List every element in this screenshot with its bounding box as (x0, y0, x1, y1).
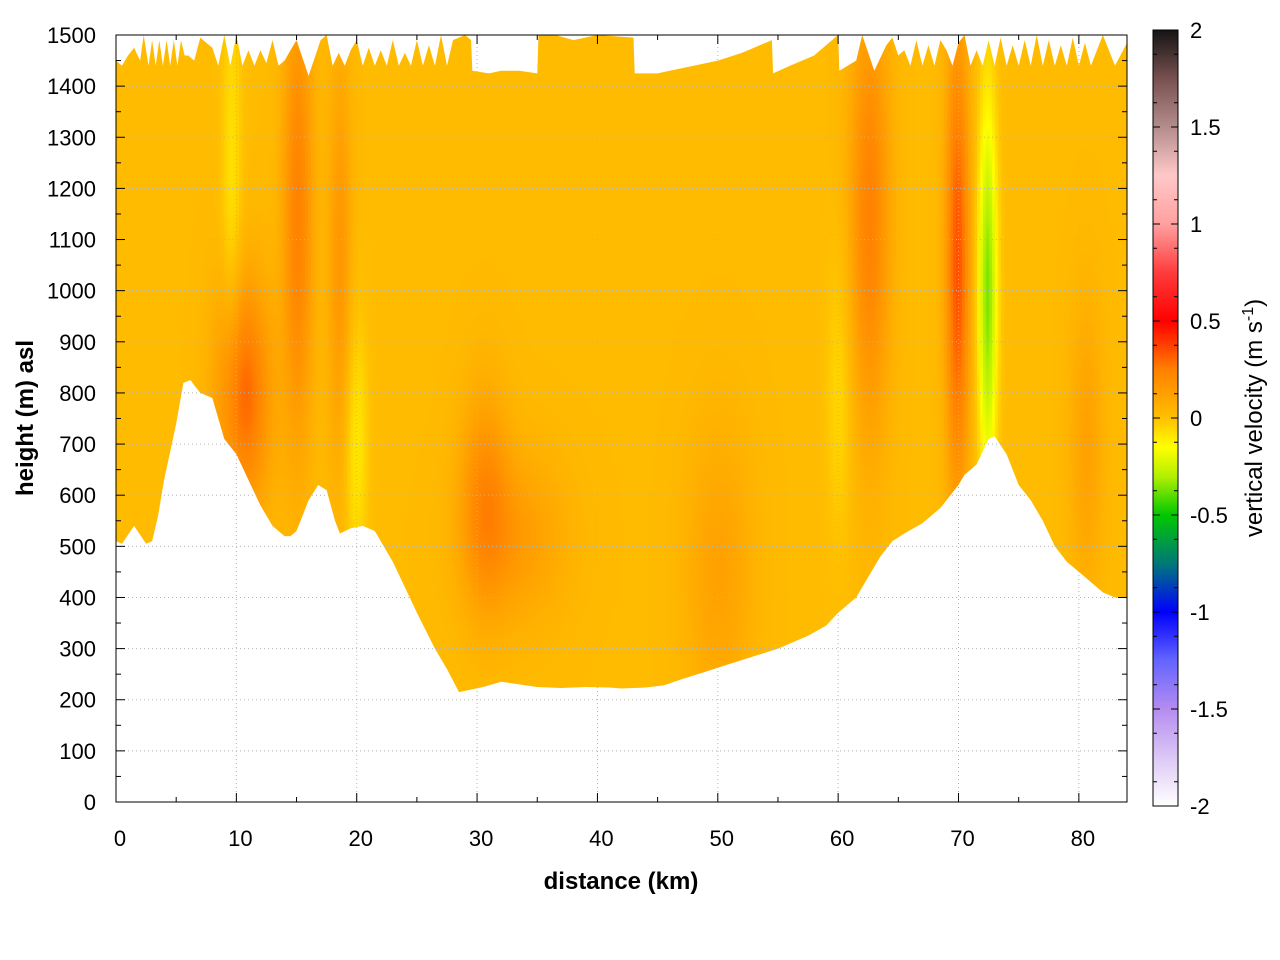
y-tick-label: 800 (59, 381, 96, 406)
x-tick-label: 40 (589, 826, 613, 851)
y-tick-label: 1300 (47, 125, 96, 150)
y-tick-label: 900 (59, 330, 96, 355)
y-tick-label: 0 (84, 790, 96, 815)
colorbar-tick-label: 1.5 (1190, 115, 1221, 140)
y-tick-label: 600 (59, 483, 96, 508)
colorbar-ticks: 2 1.5 1 0.5 0 -0.5 -1 -1.5 -2 (1153, 18, 1228, 819)
y-tick-label: 500 (59, 534, 96, 559)
y-tick-label: 1400 (47, 74, 96, 99)
y-tick-label: 700 (59, 432, 96, 457)
x-tick-label: 60 (830, 826, 854, 851)
y-tick-label: 1200 (47, 176, 96, 201)
colorbar-label-exponent: -1 (1240, 307, 1257, 321)
colorbar-tick-label: 1 (1190, 212, 1202, 237)
colorbar-tick-label: -1.5 (1190, 697, 1228, 722)
x-tick-label: 80 (1071, 826, 1095, 851)
x-axis-label: distance (km) (544, 868, 699, 895)
x-tick-label: 20 (348, 826, 372, 851)
colorbar-label-end: ) (1241, 299, 1268, 307)
colorbar-tick-label: -2 (1190, 794, 1210, 819)
velocity-field-image (116, 35, 1127, 693)
y-tick-label: 200 (59, 688, 96, 713)
colorbar-tick-label: -1 (1190, 600, 1210, 625)
y-tick-label: 400 (59, 585, 96, 610)
colorbar-tick-label: 0 (1190, 406, 1202, 431)
x-tick-label: 10 (228, 826, 252, 851)
y-tick-label: 1100 (49, 228, 96, 253)
colorbar-tick-label: 0.5 (1190, 309, 1221, 334)
y-tick-label: 1000 (47, 279, 96, 304)
x-tick-label: 70 (950, 826, 974, 851)
y-axis-label: height (m) asl (12, 340, 39, 496)
x-tick-label: 0 (114, 826, 126, 851)
y-tick-label: 100 (59, 739, 96, 764)
colorbar-tick-label: -0.5 (1190, 503, 1228, 528)
x-axis: 0 10 20 30 40 50 60 70 80 (114, 35, 1095, 851)
contour-field (116, 35, 1127, 693)
y-axis: 0 100 200 300 400 500 600 700 800 900 1000 1100 1200… (47, 23, 1127, 815)
y-tick-label: 1500 (47, 23, 96, 48)
x-tick-label: 50 (710, 826, 734, 851)
colorbar-tick-label: 2 (1190, 18, 1202, 43)
colorbar-label: vertical velocity (m s-1) (1240, 299, 1268, 537)
y-tick-label: 300 (59, 637, 96, 662)
x-tick-label: 30 (469, 826, 493, 851)
colorbar-label-main: vertical velocity (m s (1241, 321, 1268, 537)
